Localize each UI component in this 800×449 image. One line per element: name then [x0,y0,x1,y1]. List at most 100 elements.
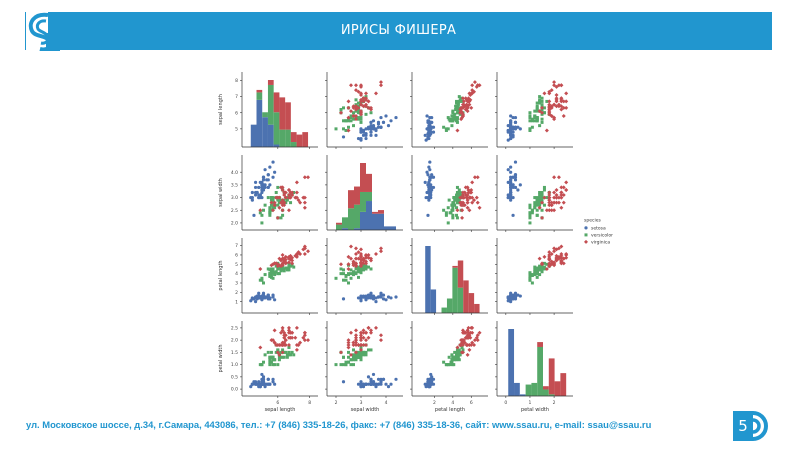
point-versicolor [455,119,459,123]
hist-bar-virginica [543,386,549,390]
point-versicolor [266,196,270,200]
point-virginica [460,195,465,200]
point-virginica [346,262,351,267]
point-setosa [366,296,371,300]
point-versicolor [357,111,360,115]
point-virginica [469,187,474,192]
point-virginica [286,195,291,200]
point-setosa [260,195,264,200]
point-setosa [511,195,515,200]
point-versicolor [271,267,275,271]
point-virginica [559,253,564,258]
y-axis-label: petal length [218,260,224,290]
point-setosa [516,293,520,297]
point-setosa [386,385,391,389]
point-versicolor [357,353,360,357]
point-versicolor [538,191,542,194]
point-virginica [286,343,291,348]
point-setosa [366,382,371,386]
point-versicolor [450,117,454,121]
point-virginica [475,200,480,205]
point-virginica [374,325,378,330]
point-versicolor [285,355,289,359]
hist-bar-virginica [273,92,280,113]
point-versicolor [357,350,360,354]
point-setosa [371,297,376,301]
point-setosa [506,180,510,184]
point-virginica [296,198,301,203]
point-setosa [369,380,373,384]
hist-bar-virginica [560,373,567,396]
point-versicolor [269,275,273,279]
point-versicolor [533,270,537,274]
point-versicolor [455,99,459,103]
point-virginica [361,104,366,109]
point-versicolor [362,350,365,354]
point-virginica [559,107,564,112]
point-versicolor [273,206,277,210]
point-versicolor [357,267,360,271]
hist-bar-virginica [452,265,458,268]
point-virginica [475,175,480,180]
point-virginica [559,190,564,195]
point-virginica [354,105,358,110]
point-setosa [253,296,258,300]
point-virginica [544,128,549,133]
point-setosa [511,296,515,300]
point-versicolor [268,206,272,210]
point-versicolor [545,262,549,266]
point-virginica [351,340,356,345]
point-versicolor [545,99,549,103]
point-virginica [351,343,356,348]
point-virginica [549,200,554,205]
point-virginica [460,215,465,220]
point-virginica [359,112,363,117]
point-setosa [384,298,388,302]
point-versicolor [528,114,532,118]
point-versicolor [344,363,348,367]
point-setosa [509,175,513,179]
point-virginica [294,180,299,185]
point-virginica [369,328,373,333]
point-versicolor [528,128,532,132]
point-setosa [361,128,366,133]
point-virginica [561,185,566,190]
point-setosa [341,380,346,384]
point-virginica [286,255,291,260]
point-versicolor [269,267,273,271]
point-virginica [293,335,298,340]
point-setosa [509,188,513,192]
point-versicolor [542,188,546,192]
point-setosa [265,382,269,386]
hist-bar-versicolor [446,298,453,313]
point-virginica [361,99,366,104]
point-virginica [552,208,557,213]
point-versicolor [446,116,450,120]
point-versicolor [535,196,539,200]
point-virginica [361,330,366,335]
point-versicolor [455,185,459,189]
point-virginica [561,105,566,110]
point-setosa [509,114,513,118]
point-virginica [359,91,363,96]
point-setosa [427,190,431,195]
point-virginica [366,335,371,340]
point-versicolor [455,353,459,357]
panel-petal_length-vs-petal_length [410,238,488,315]
point-versicolor [530,211,534,215]
x-tick-label: 2 [553,400,556,406]
point-setosa [364,133,368,137]
point-virginica [559,258,564,263]
point-virginica [302,252,307,257]
ssau-arc-icon [752,411,768,441]
hist-bar-setosa [514,382,520,396]
point-versicolor [268,355,272,359]
point-virginica [288,190,293,195]
point-setosa [513,175,518,179]
point-setosa [366,375,371,379]
point-setosa [356,382,361,386]
point-versicolor [276,348,280,352]
point-setosa [257,380,261,384]
point-versicolor [349,114,353,118]
point-versicolor [535,266,539,270]
